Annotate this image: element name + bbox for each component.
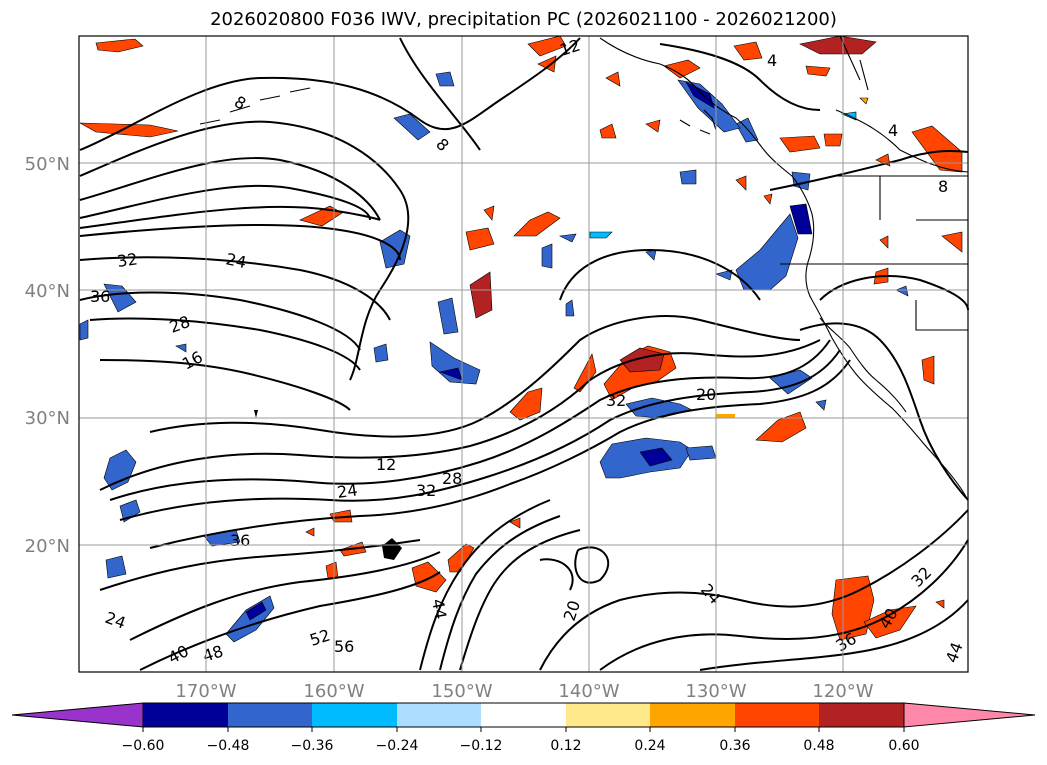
colorbar-tick-label: 0.24 xyxy=(634,738,665,754)
svg-text:12: 12 xyxy=(376,455,396,474)
svg-text:32: 32 xyxy=(606,391,626,410)
colorbar-tick-label: 0.48 xyxy=(803,738,834,754)
lon-label: 150°W xyxy=(431,681,492,702)
iwv-contours xyxy=(79,37,969,671)
svg-text:32: 32 xyxy=(416,481,436,500)
svg-text:28: 28 xyxy=(167,312,193,337)
colorbar-segment xyxy=(481,703,566,727)
svg-text:52: 52 xyxy=(307,625,332,649)
colorbar-tick-label: −0.60 xyxy=(122,738,165,754)
colorbar-extend-right xyxy=(903,702,1036,728)
precipitation-patches xyxy=(79,35,963,643)
svg-text:28: 28 xyxy=(442,469,462,488)
map-title: 2026020800 F036 IWV, precipitation PC (2… xyxy=(210,9,837,30)
svg-text:24: 24 xyxy=(224,249,248,272)
colorbar-tick-label: −0.24 xyxy=(376,738,419,754)
colorbar-segment xyxy=(312,703,397,727)
lat-label: 40°N xyxy=(25,281,70,302)
contour-labels: 12 4 8 8 4 8 32 24 36 28 16 32 20 12 24 … xyxy=(90,35,967,667)
lon-labels: 170°W 160°W 150°W 140°W 130°W 120°W xyxy=(175,681,873,702)
svg-text:32: 32 xyxy=(907,563,935,591)
colorbar-segment xyxy=(819,703,904,727)
lat-labels: 50°N 40°N 30°N 20°N xyxy=(25,154,70,557)
colorbar-tick-label: −0.12 xyxy=(460,738,503,754)
lon-label: 140°W xyxy=(558,681,619,702)
svg-text:24: 24 xyxy=(103,608,129,633)
lat-label: 50°N xyxy=(25,154,70,175)
svg-text:36: 36 xyxy=(90,287,110,306)
svg-text:44: 44 xyxy=(428,597,450,620)
svg-text:8: 8 xyxy=(938,177,948,196)
colorbar-segment xyxy=(143,703,228,727)
svg-text:44: 44 xyxy=(942,640,967,666)
svg-text:32: 32 xyxy=(116,249,139,271)
colorbar-segment xyxy=(397,703,481,727)
lat-label: 20°N xyxy=(25,536,70,557)
svg-text:8: 8 xyxy=(432,134,453,155)
svg-text:48: 48 xyxy=(200,641,225,665)
svg-text:24: 24 xyxy=(697,580,725,608)
svg-text:16: 16 xyxy=(179,347,206,373)
colorbar-tick-label: −0.48 xyxy=(207,738,250,754)
lon-label: 160°W xyxy=(303,681,364,702)
island-marker xyxy=(382,538,402,560)
map-frame xyxy=(78,35,969,673)
svg-text:36: 36 xyxy=(230,531,250,550)
svg-text:4: 4 xyxy=(767,51,777,70)
colorbar: −0.60 −0.48 −0.36 −0.24 −0.12 0.12 0.24 … xyxy=(11,702,1036,754)
colorbar-segment xyxy=(228,703,312,727)
colorbar-tick-label: 0.12 xyxy=(550,738,581,754)
colorbar-extend-left xyxy=(11,702,144,728)
svg-text:20: 20 xyxy=(696,385,716,404)
colorbar-tick-label: 0.60 xyxy=(888,738,919,754)
graticule xyxy=(79,36,968,672)
colorbar-tick-label: 0.36 xyxy=(719,738,750,754)
lon-label: 170°W xyxy=(175,681,236,702)
lat-label: 30°N xyxy=(25,408,70,429)
coastline xyxy=(199,35,969,501)
svg-text:4: 4 xyxy=(888,121,898,140)
colorbar-segment xyxy=(650,703,735,727)
svg-text:40: 40 xyxy=(165,641,192,667)
colorbar-tick-label: −0.36 xyxy=(291,738,334,754)
svg-text:56: 56 xyxy=(334,637,354,656)
lon-label: 120°W xyxy=(812,681,873,702)
colorbar-segment xyxy=(735,703,819,727)
lon-label: 130°W xyxy=(685,681,746,702)
svg-text:24: 24 xyxy=(336,480,359,502)
colorbar-segment xyxy=(566,703,650,727)
